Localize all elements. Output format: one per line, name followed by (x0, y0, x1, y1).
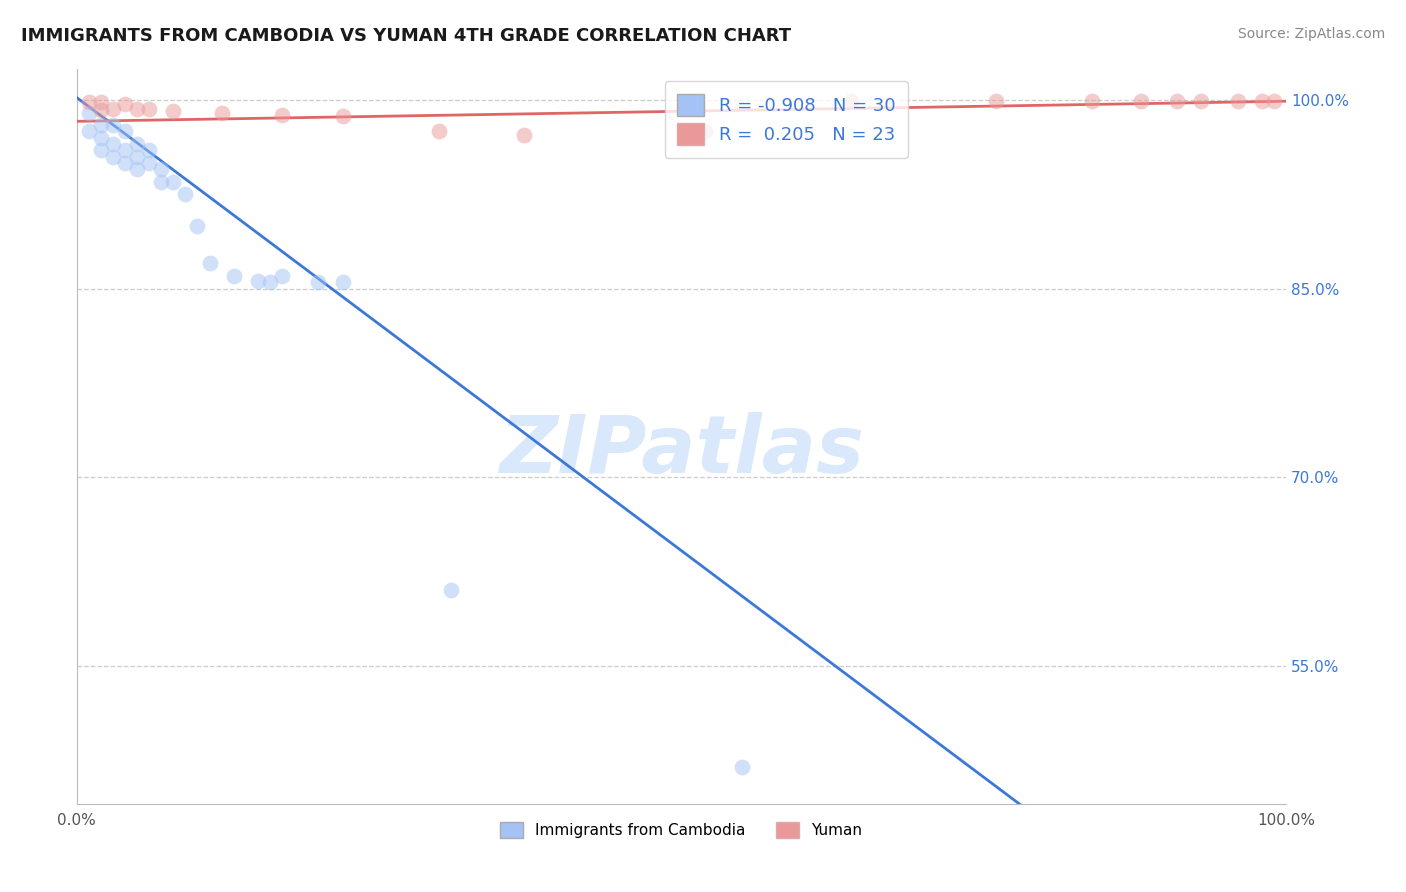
Point (332, 109, 354, 123)
Point (174, 187, 197, 202)
Point (162, 104, 184, 119)
Point (513, 128, 536, 143)
Point (114, 143, 136, 157)
Point (839, 94, 862, 108)
Point (695, 124, 717, 138)
Text: Source: ZipAtlas.com: Source: ZipAtlas.com (1237, 27, 1385, 41)
Point (246, 274, 269, 288)
Point (90, 118, 112, 132)
Point (90, 130, 112, 145)
Point (1189, 94, 1212, 108)
Point (731, 759, 754, 773)
Point (259, 276, 281, 290)
Point (138, 156, 160, 170)
Legend: Immigrants from Cambodia, Yuman: Immigrants from Cambodia, Yuman (494, 816, 869, 845)
Point (90, 103, 112, 117)
Point (101, 102, 124, 116)
Point (1226, 94, 1249, 108)
Point (150, 175, 173, 189)
Point (1250, 94, 1272, 108)
Point (1129, 94, 1152, 108)
Point (211, 105, 233, 120)
Point (77, 105, 100, 120)
Point (429, 124, 451, 138)
Point (125, 150, 148, 164)
Point (271, 108, 294, 122)
Point (77, 124, 100, 138)
Point (1081, 94, 1104, 108)
Point (271, 268, 294, 283)
Point (1263, 94, 1285, 108)
Point (138, 102, 160, 116)
Point (77, 95, 100, 110)
Point (332, 276, 354, 290)
Point (114, 96, 136, 111)
Point (222, 268, 245, 283)
Point (440, 583, 463, 598)
Point (125, 136, 148, 151)
Text: ZIPatlas: ZIPatlas (499, 412, 863, 490)
Point (101, 150, 124, 164)
Point (1166, 94, 1188, 108)
Point (125, 102, 148, 116)
Point (114, 156, 136, 170)
Point (90, 95, 112, 110)
Point (90, 143, 112, 157)
Point (114, 124, 136, 138)
Point (125, 162, 148, 177)
Point (984, 94, 1007, 108)
Point (186, 219, 208, 233)
Point (150, 162, 173, 177)
Point (101, 118, 124, 132)
Point (162, 175, 184, 189)
Point (101, 136, 124, 151)
Point (138, 143, 160, 157)
Text: IMMIGRANTS FROM CAMBODIA VS YUMAN 4TH GRADE CORRELATION CHART: IMMIGRANTS FROM CAMBODIA VS YUMAN 4TH GR… (21, 27, 792, 45)
Point (307, 276, 329, 290)
Point (198, 256, 221, 270)
